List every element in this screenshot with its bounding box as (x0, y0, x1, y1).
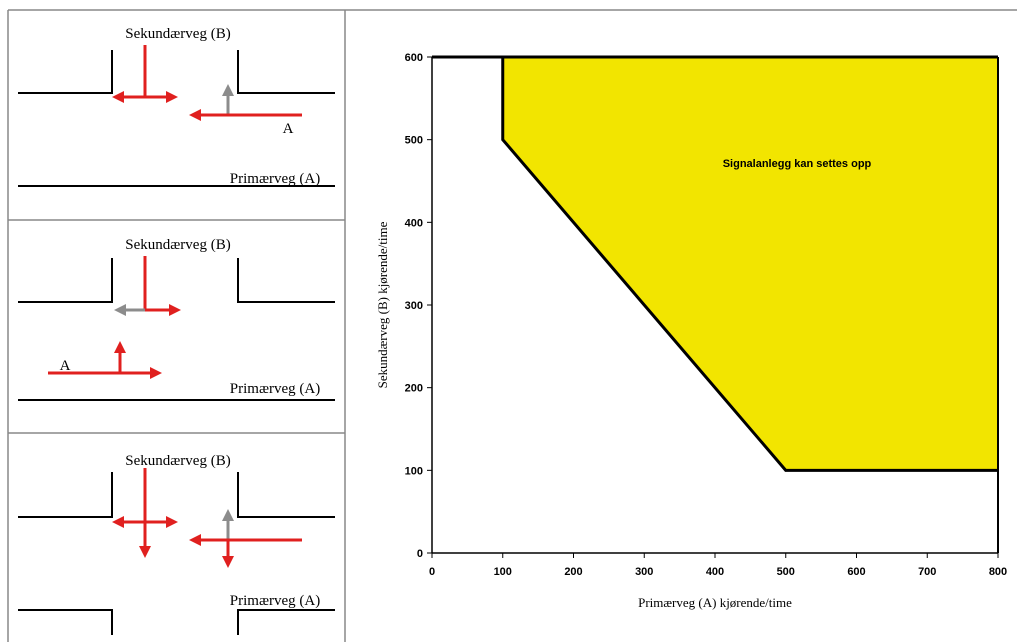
y-tick-label: 100 (405, 465, 423, 477)
x-tick-label: 100 (494, 566, 512, 578)
approach-label: A (60, 358, 71, 374)
y-tick-label: 500 (405, 135, 423, 147)
x-tick-label: 0 (429, 566, 435, 578)
y-tick-label: 0 (417, 548, 423, 560)
y-tick-label: 600 (405, 52, 423, 64)
area-boundary (501, 57, 998, 472)
x-tick-label: 700 (918, 566, 936, 578)
primary-road-label: Primærveg (A) (230, 593, 320, 609)
x-tick-label: 600 (847, 566, 865, 578)
y-tick-label: 200 (405, 383, 423, 395)
x-tick-label: 500 (777, 566, 795, 578)
diagram-1: Sekundærveg (B) Primærveg (A) A (18, 26, 335, 187)
y-tick-label: 400 (405, 217, 423, 229)
x-tick-label: 200 (564, 566, 582, 578)
x-tick-label: 400 (706, 566, 724, 578)
diagram-2: Sekundærveg (B) Primærveg (A) A (18, 237, 335, 401)
y-axis-label: Sekundærveg (B) kjørende/time (375, 221, 390, 388)
x-tick-label: 800 (989, 566, 1007, 578)
chart: 0 100 200 300 400 500 600 700 800 0 100 200 300 400 50… (375, 52, 1007, 610)
x-tick-label: 300 (635, 566, 653, 578)
approach-label: A (283, 121, 294, 137)
y-tick-label: 300 (405, 300, 423, 312)
x-axis-label: Primærveg (A) kjørende/time (638, 595, 792, 610)
diagram-3: Sekundærveg (B) Primærveg (A) (18, 453, 335, 635)
primary-road-label: Primærveg (A) (230, 381, 320, 397)
secondary-road-label: Sekundærveg (B) (125, 453, 230, 469)
area-fill (502, 57, 998, 471)
secondary-road-label: Sekundærveg (B) (125, 26, 230, 42)
secondary-road-label: Sekundærveg (B) (125, 237, 230, 253)
annotation: Signalanlegg kan settes opp (723, 158, 872, 170)
primary-road-label: Primærveg (A) (230, 171, 320, 187)
frame (7, 9, 1017, 642)
